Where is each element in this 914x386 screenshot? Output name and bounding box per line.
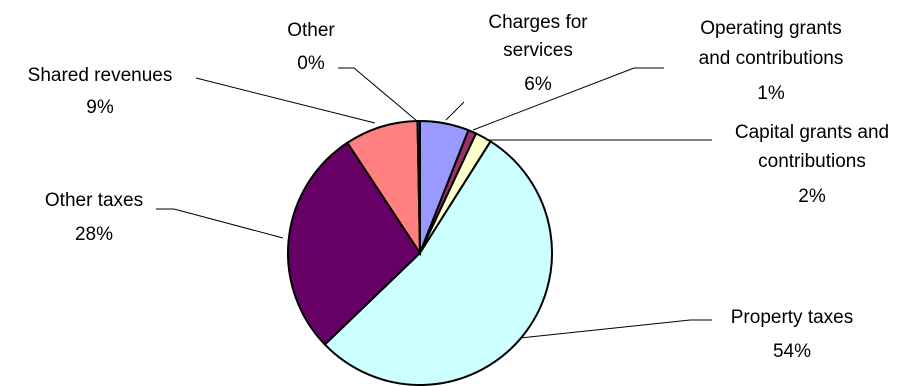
leader-line-other-taxes	[156, 209, 283, 238]
slice-percent-capital-grants: 2%	[798, 186, 826, 207]
leader-line-shared-revenues	[196, 78, 375, 123]
slice-percent-charges-for-services: 6%	[524, 74, 552, 95]
slice-label-operating-grants-line-2: and contributions	[699, 48, 844, 69]
slice-label-shared-revenues: Shared revenues	[28, 65, 173, 86]
slice-label-operating-grants-line-1: Operating grants	[700, 18, 842, 39]
leader-line-operating-grants	[473, 68, 664, 130]
slice-label-charges-for-services-line-1: Charges for	[488, 12, 588, 33]
slice-percent-operating-grants: 1%	[757, 83, 785, 104]
slice-percent-property-taxes: 54%	[773, 341, 811, 362]
leader-line-other	[338, 68, 417, 121]
slice-label-other-taxes: Other taxes	[45, 190, 143, 211]
slices-layer	[288, 121, 552, 385]
slice-label-capital-grants-line-1: Capital grants and	[735, 122, 889, 143]
leader-line-property-taxes	[520, 320, 712, 338]
leader-line-charges-for-services	[446, 102, 464, 120]
slice-label-property-taxes: Property taxes	[731, 307, 854, 328]
slice-label-capital-grants-line-2: contributions	[758, 151, 866, 172]
slice-percent-shared-revenues: 9%	[86, 97, 114, 118]
slice-label-charges-for-services-line-2: services	[503, 40, 573, 61]
slice-label-other: Other	[287, 20, 335, 41]
slice-percent-other: 0%	[297, 53, 325, 74]
slice-percent-other-taxes: 28%	[75, 224, 113, 245]
